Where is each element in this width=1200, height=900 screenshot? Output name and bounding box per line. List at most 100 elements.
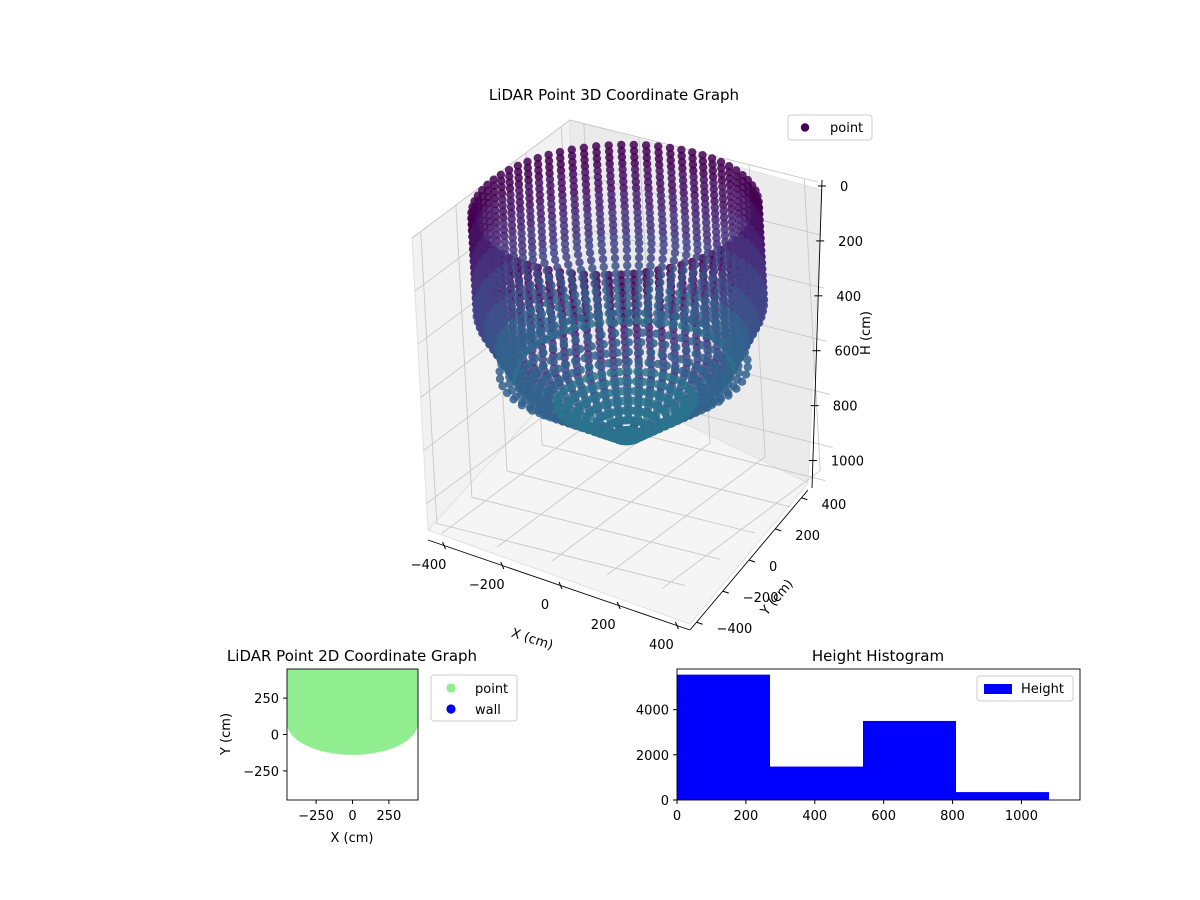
point-3d bbox=[702, 255, 712, 265]
point-3d bbox=[607, 190, 616, 199]
point-3d bbox=[712, 227, 721, 237]
point-3d bbox=[510, 307, 520, 317]
point-3d bbox=[721, 262, 730, 272]
point-3d bbox=[595, 203, 604, 212]
point-3d bbox=[672, 343, 681, 352]
point-3d bbox=[653, 380, 662, 389]
point-3d bbox=[732, 166, 741, 175]
point-3d bbox=[527, 231, 536, 240]
point-3d bbox=[712, 259, 721, 268]
point-3d bbox=[632, 195, 641, 205]
point-3d bbox=[494, 261, 503, 270]
point-3d bbox=[688, 160, 698, 169]
point-3d bbox=[646, 227, 655, 236]
point-3d bbox=[729, 241, 738, 250]
point-3d bbox=[723, 281, 733, 290]
plot-frame-histogram bbox=[676, 668, 1081, 801]
point-3d bbox=[689, 172, 698, 181]
point-3d bbox=[508, 233, 517, 242]
point-3d bbox=[646, 261, 655, 271]
point-3d bbox=[732, 172, 741, 181]
x-tick bbox=[674, 621, 679, 630]
point-3d bbox=[536, 203, 545, 212]
point-3d bbox=[624, 367, 633, 376]
point-3d bbox=[612, 338, 621, 348]
point-3d bbox=[651, 329, 661, 338]
point-3d bbox=[732, 375, 742, 384]
point-3d bbox=[690, 184, 699, 194]
point-3d bbox=[634, 232, 643, 241]
x-tick bbox=[616, 601, 621, 610]
point-3d bbox=[556, 160, 565, 169]
point-3d bbox=[493, 255, 503, 264]
point-3d bbox=[726, 192, 735, 201]
point-3d bbox=[538, 245, 547, 255]
point-3d bbox=[736, 252, 746, 261]
point-3d bbox=[585, 363, 594, 372]
point-3d bbox=[689, 308, 698, 317]
point-3d bbox=[565, 308, 574, 317]
point-3d bbox=[718, 194, 728, 204]
x-tick bbox=[500, 561, 505, 570]
point-3d bbox=[629, 140, 638, 150]
point-3d bbox=[634, 276, 643, 286]
point-3d bbox=[620, 201, 629, 211]
point-3d bbox=[546, 187, 555, 196]
point-3d bbox=[733, 197, 743, 206]
point-3d bbox=[655, 172, 665, 182]
point-3d bbox=[693, 240, 702, 249]
point-3d bbox=[523, 317, 532, 326]
point-3d bbox=[709, 299, 718, 308]
point-3d bbox=[590, 279, 599, 288]
y-tick-label: 0 bbox=[769, 560, 777, 575]
point-3d bbox=[546, 181, 555, 190]
point-3d bbox=[622, 245, 632, 255]
point-3d bbox=[681, 219, 690, 228]
point-3d bbox=[527, 237, 537, 246]
point-3d bbox=[561, 372, 570, 381]
point-3d bbox=[499, 219, 508, 228]
point-3d bbox=[507, 282, 516, 291]
point-3d bbox=[581, 174, 590, 183]
point-3d bbox=[707, 154, 717, 163]
x-tick-label-2d: 250 bbox=[376, 809, 401, 824]
point-3d bbox=[664, 331, 674, 340]
point-3d bbox=[551, 255, 560, 264]
point-3d bbox=[595, 320, 604, 330]
point-3d bbox=[606, 171, 615, 181]
point-3d bbox=[514, 314, 523, 323]
point-3d bbox=[624, 318, 634, 327]
grid-y bbox=[455, 205, 720, 560]
y-tick-label-2d: 250 bbox=[254, 692, 279, 707]
point-3d bbox=[485, 217, 494, 226]
point-3d bbox=[542, 373, 551, 382]
point-3d bbox=[516, 216, 526, 226]
point-3d bbox=[634, 226, 643, 235]
point-3d bbox=[736, 239, 745, 249]
point-3d bbox=[708, 166, 717, 175]
point-3d bbox=[676, 281, 685, 290]
point-3d bbox=[703, 236, 712, 246]
point-3d bbox=[681, 324, 690, 333]
point-3d bbox=[713, 284, 723, 294]
point-3d bbox=[677, 145, 686, 155]
point-3d bbox=[630, 153, 639, 162]
point-3d bbox=[645, 214, 655, 224]
point-3d bbox=[510, 263, 519, 273]
point-3d bbox=[505, 379, 514, 388]
point-3d bbox=[743, 355, 752, 364]
point-3d bbox=[727, 348, 737, 358]
point-3d bbox=[596, 227, 606, 237]
point-3d bbox=[526, 212, 535, 222]
point-3d bbox=[702, 230, 712, 239]
point-3d bbox=[641, 309, 650, 318]
point-3d bbox=[610, 254, 620, 263]
point-3d bbox=[716, 157, 726, 167]
point-3d bbox=[516, 204, 525, 213]
point-3d bbox=[728, 223, 737, 232]
point-3d bbox=[516, 371, 525, 381]
point-3d bbox=[572, 243, 582, 252]
point-3d bbox=[537, 233, 547, 242]
point-3d bbox=[501, 305, 510, 314]
point-3d bbox=[724, 380, 733, 389]
